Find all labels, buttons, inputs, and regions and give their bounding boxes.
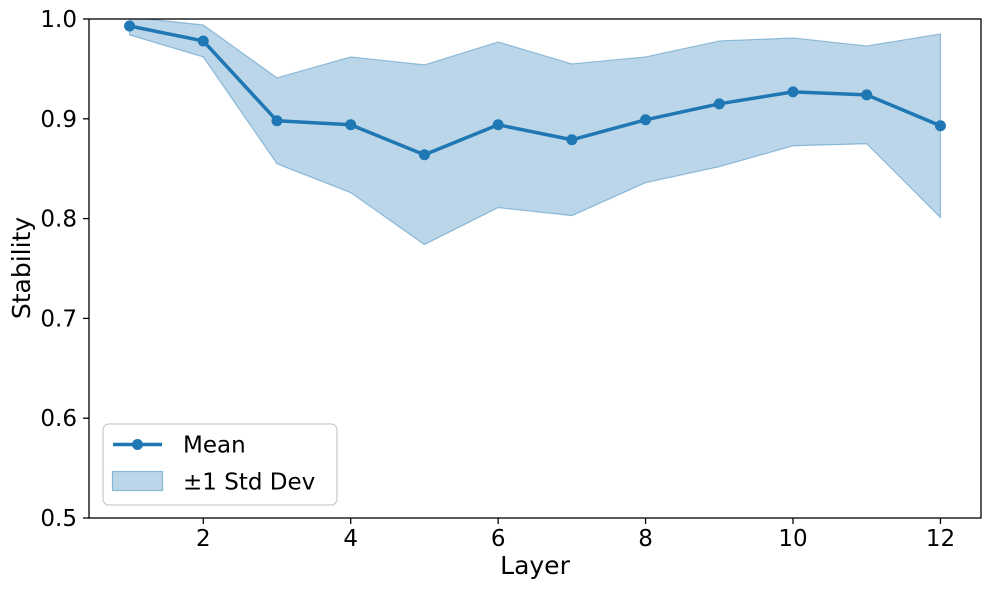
data-point-layer-10 xyxy=(787,86,799,98)
data-point-layer-11 xyxy=(861,89,873,101)
x-tick-label: 10 xyxy=(778,526,807,552)
y-tick-label: 0.7 xyxy=(40,306,77,332)
legend: Mean ±1 Std Dev xyxy=(102,423,338,506)
marker-layer xyxy=(124,20,946,161)
legend-band-swatch xyxy=(111,470,164,492)
y-tick-label: 0.5 xyxy=(40,506,77,532)
x-tick-label: 4 xyxy=(343,526,358,552)
data-point-layer-5 xyxy=(418,149,430,161)
data-point-layer-12 xyxy=(934,120,946,132)
x-tick-label: 2 xyxy=(196,526,211,552)
data-point-layer-8 xyxy=(640,114,652,126)
data-point-layer-4 xyxy=(345,119,357,131)
data-point-layer-7 xyxy=(566,134,578,146)
mean-line-layer xyxy=(129,24,942,157)
x-tick-label: 8 xyxy=(638,526,653,552)
axes-spines xyxy=(88,18,982,519)
data-point-layer-6 xyxy=(492,119,504,131)
tick-layer: 2 4 6 8 10 12 0.5 0.6 0.7 0.8 0.9 1.0 xyxy=(40,7,955,552)
legend-mean-marker xyxy=(132,439,143,450)
y-tick-label: 1.0 xyxy=(40,7,77,33)
y-axis-label: Stability xyxy=(7,217,36,320)
x-tick-label: 12 xyxy=(926,526,955,552)
data-point-layer-1 xyxy=(124,20,136,32)
data-point-layer-9 xyxy=(713,98,725,110)
mean-line xyxy=(129,24,942,157)
data-point-layer-3 xyxy=(271,115,283,127)
legend-band-label: ±1 Std Dev xyxy=(183,470,315,496)
x-tick-label: 6 xyxy=(491,526,506,552)
x-axis-label: Layer xyxy=(500,551,570,580)
y-tick-label: 0.6 xyxy=(40,406,77,432)
legend-mean-label: Mean xyxy=(183,433,246,459)
y-tick-label: 0.9 xyxy=(40,107,77,133)
data-point-layer-2 xyxy=(197,35,209,47)
y-tick-label: 0.8 xyxy=(40,207,77,233)
